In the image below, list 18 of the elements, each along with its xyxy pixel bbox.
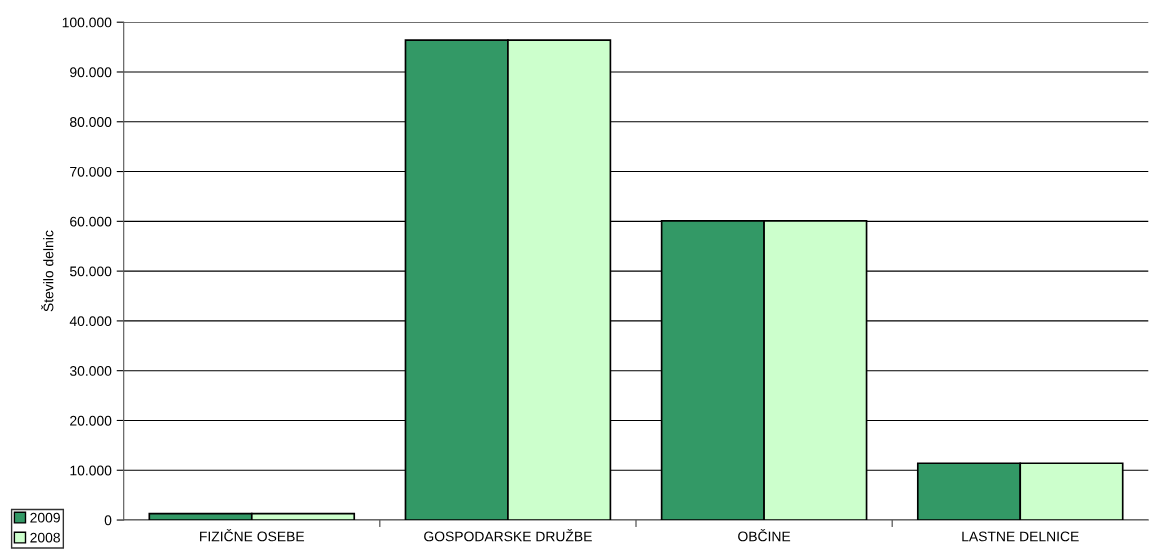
- y-tick-label: 60.000: [70, 216, 112, 227]
- y-tick-label: 70.000: [70, 166, 112, 177]
- y-tick-label: 50.000: [69, 266, 112, 277]
- y-tick-label: 30.000: [69, 366, 112, 376]
- y-tick-label: 80.000: [70, 117, 112, 127]
- x-tick-label: FIZIČNE OSEBE: [200, 529, 305, 542]
- x-tick-label: LASTNE DELNICE: [962, 531, 1079, 542]
- x-tick-label: OBČINE: [738, 529, 791, 542]
- y-tick-label: 100.000: [62, 17, 112, 28]
- y-tick-label: 20.000: [70, 415, 112, 426]
- y-axis-title: Število delnic: [41, 230, 54, 312]
- x-tick-label: GOSPODARSKE DRUŽBE: [424, 529, 592, 542]
- legend-label: 2009: [30, 512, 60, 523]
- legend-label: 2008: [30, 532, 60, 543]
- y-tick-label: 10.000: [70, 465, 112, 476]
- y-tick-label: 40.000: [69, 316, 112, 327]
- y-tick-label: 0: [104, 515, 112, 526]
- y-tick-label: 90.000: [70, 67, 112, 78]
